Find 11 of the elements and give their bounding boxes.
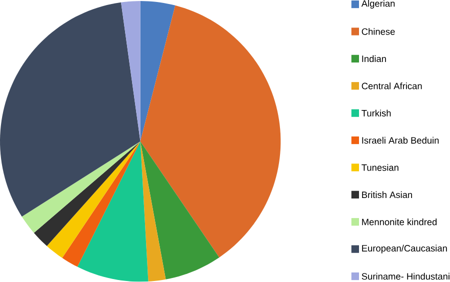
legend-label: Indian [362,55,386,62]
legend-label: Israeli Arab Beduin [362,137,439,144]
legend-label: Tunesian [362,164,398,171]
legend-label: Algerian [361,0,395,9]
legend-label: Mennonite kindred [362,218,437,226]
legend-label: Turkish [362,110,391,117]
legend-label: European/Caucasian [362,244,447,254]
legend-label: Chinese [362,28,395,36]
legend-label: Central African [362,82,422,90]
legend-label: British Asian [362,191,412,198]
legend-label: Suriname- Hindustani [362,273,450,280]
